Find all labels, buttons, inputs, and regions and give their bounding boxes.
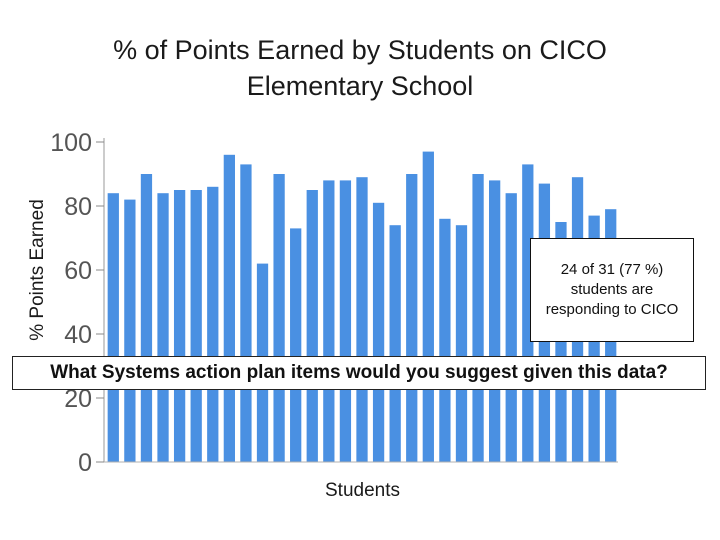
bar-student-28: [555, 222, 567, 462]
bar-student-8: [223, 154, 235, 463]
bar-student-25: [505, 193, 517, 462]
response-callout: 24 of 31 (77 %) students are responding …: [530, 238, 694, 342]
bar-student-13: [306, 190, 318, 462]
bar-student-22: [455, 225, 468, 462]
bar-student-12: [290, 228, 302, 462]
y-tick-label: 100: [50, 129, 92, 157]
bar-student-4: [157, 193, 169, 462]
bar-student-26: [522, 164, 534, 462]
bar-student-24: [489, 180, 501, 462]
x-axis-label: Students: [325, 480, 400, 501]
chart-title: % of Points Earned by Students on CICO E…: [60, 32, 660, 104]
y-tick-label: 80: [64, 193, 92, 221]
question-banner: What Systems action plan items would you…: [12, 356, 706, 390]
bar-student-7: [207, 186, 219, 463]
y-tick-label: 40: [64, 321, 92, 349]
bar-student-21: [439, 218, 451, 462]
chart-title-line-1: % of Points Earned by Students on CICO: [113, 35, 607, 65]
bar-student-11: [273, 174, 285, 462]
bar-student-18: [389, 225, 401, 462]
chart-title-line-2: Elementary School: [246, 71, 474, 101]
bar-student-1: [107, 193, 119, 462]
bar-student-14: [323, 180, 335, 462]
y-axis-label: % Points Earned: [27, 199, 48, 341]
bar-student-2: [124, 199, 136, 462]
bar-student-23: [472, 174, 484, 462]
bar-student-16: [356, 177, 368, 462]
bar-student-15: [339, 180, 352, 462]
bar-student-5: [173, 190, 186, 462]
bar-student-20: [422, 151, 434, 462]
bar-student-17: [372, 202, 385, 463]
bar-student-19: [406, 174, 418, 462]
y-tick-label: 0: [78, 449, 92, 477]
y-tick-label: 60: [64, 257, 92, 285]
bar-student-9: [240, 164, 252, 462]
bar-student-6: [190, 190, 202, 462]
bar-student-3: [140, 174, 153, 462]
